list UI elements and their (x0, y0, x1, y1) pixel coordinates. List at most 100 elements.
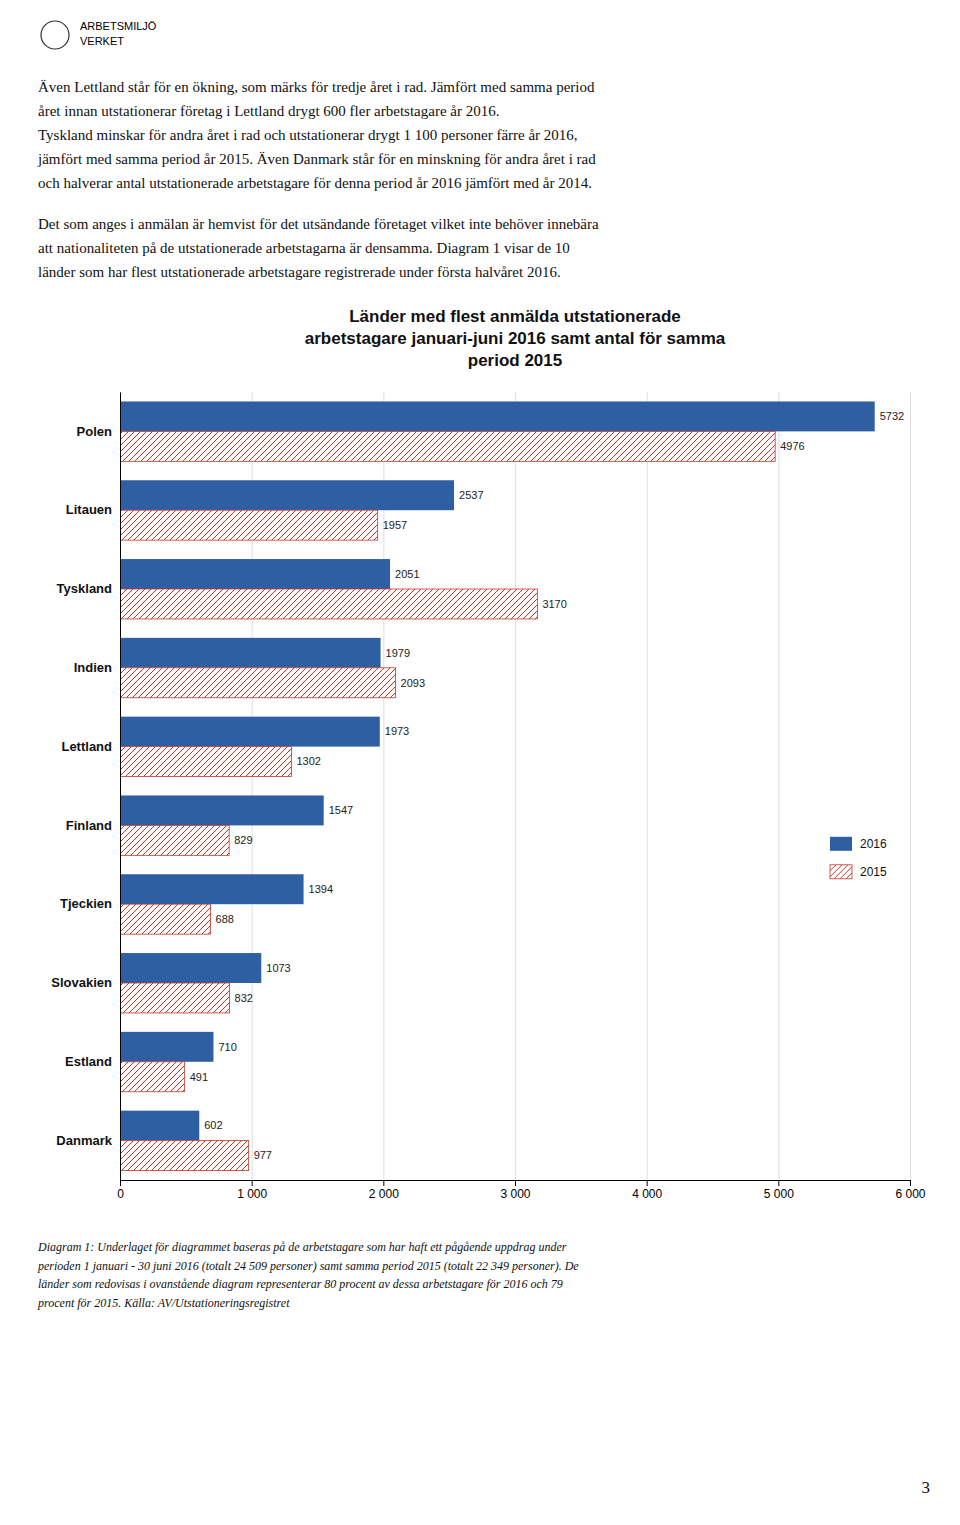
grid-line (515, 392, 516, 1180)
y-tick: Finland (66, 818, 112, 833)
logo-text: VERKET (80, 35, 124, 47)
y-tick: Tjeckien (60, 896, 112, 911)
plot: 5732253720511979197315471394107371060249… (51, 392, 926, 1201)
x-tick-mark (252, 1180, 253, 1186)
bar (120, 1062, 185, 1092)
y-tick: Slovakien (51, 975, 112, 990)
x-tick-label: 2 000 (369, 1187, 399, 1201)
data-labels: 5732253720511979197315471394107371060249… (190, 410, 905, 1161)
x-tick: 5 000 (764, 1180, 794, 1201)
legend-label: 2016 (860, 837, 887, 851)
bar (120, 983, 230, 1013)
x-tick-label: 4 000 (632, 1187, 662, 1201)
bar (120, 431, 775, 461)
chart-title: Länder med flest anmälda utstationeradea… (305, 307, 726, 370)
y-tick-label: Danmark (56, 1133, 112, 1148)
y-tick-label: Polen (77, 424, 112, 439)
x-axis-line (121, 1181, 911, 1187)
data-label: 491 (190, 1071, 208, 1083)
y-tick-label: Tyskland (57, 581, 112, 596)
bar (120, 1141, 249, 1171)
data-label: 2051 (395, 568, 419, 580)
x-tick-mark (647, 1180, 648, 1186)
y-tick-label: Finland (66, 818, 112, 833)
grid-tick (383, 392, 384, 1180)
bar (120, 717, 380, 747)
y-tick: Indien (74, 660, 112, 675)
y-tick-label: Litauen (66, 502, 112, 517)
bar (120, 825, 229, 855)
y-tick: Litauen (66, 502, 112, 517)
legend-swatch (830, 865, 852, 879)
bars (120, 401, 875, 1170)
y-tick: Danmark (56, 1133, 112, 1148)
x-tick-label: 3 000 (500, 1187, 530, 1201)
grid-tick (910, 392, 911, 1180)
bar (120, 747, 291, 777)
data-label: 688 (216, 913, 234, 925)
logo-text: ARBETSMILJÖ (80, 20, 156, 32)
x-tick: 2 000 (369, 1180, 399, 1201)
bar (120, 1032, 213, 1062)
bar-series (120, 431, 775, 1170)
x-axis: 0 1 000 2 000 3 000 4 000 5 000 6 000 (117, 1180, 926, 1201)
data-label: 1979 (386, 647, 410, 659)
y-tick-label: Estland (65, 1054, 112, 1069)
header-text: Även Lettland står för en ökning, som mä… (38, 75, 596, 195)
data-label: 829 (234, 834, 252, 846)
data-label: 1547 (329, 804, 353, 816)
x-tick-mark (383, 1180, 384, 1186)
y-tick: Polen (77, 424, 112, 439)
x-tick: 6 000 (895, 1180, 925, 1201)
data-label: 1957 (383, 519, 407, 531)
logo-mark (41, 21, 69, 49)
bar (120, 510, 378, 540)
data-label: 710 (218, 1041, 236, 1053)
data-label: 2093 (401, 677, 425, 689)
grid-line (647, 392, 648, 1180)
bar (120, 589, 537, 619)
y-tick: Tyskland (57, 581, 112, 596)
grid-tick (647, 392, 648, 1180)
x-tick-mark (515, 1180, 516, 1186)
grid-line (910, 392, 911, 1180)
x-tick-mark (120, 1180, 121, 1186)
legend-item: 2016 (830, 837, 887, 851)
x-tick: 3 000 (500, 1180, 530, 1201)
y-axis-line (120, 393, 121, 1181)
grid (121, 392, 911, 1180)
grid-tick (515, 392, 516, 1180)
x-tick-label: 6 000 (895, 1187, 925, 1201)
data-label: 1394 (309, 883, 333, 895)
grid-tick (778, 392, 779, 1180)
y-axis: Polen Litauen Tyskland Indien Lettland Finlan… (51, 393, 120, 1181)
bar (120, 795, 324, 825)
y-tick-label: Indien (74, 660, 112, 675)
bar (120, 904, 211, 934)
bar (120, 874, 304, 904)
grid-line (383, 392, 384, 1180)
chart: Länder med flest anmälda utstationeradea… (0, 300, 960, 1220)
caption-text: Diagram 1: Underlaget för diagrammet bas… (38, 1238, 579, 1312)
data-label: 3170 (542, 598, 566, 610)
x-tick: 4 000 (632, 1180, 662, 1201)
data-label: 977 (254, 1149, 272, 1161)
bar (120, 668, 396, 698)
data-label: 1302 (296, 755, 320, 767)
data-label: 4976 (780, 440, 804, 452)
grid-tick (120, 392, 121, 1180)
bar-series (120, 401, 875, 1140)
y-tick-label: Slovakien (51, 975, 112, 990)
bar (120, 638, 381, 668)
page-number: 3 (922, 1478, 931, 1498)
x-tick: 1 000 (237, 1180, 267, 1201)
y-tick-label: Tjeckien (60, 896, 112, 911)
grid-line (120, 392, 121, 1180)
bar (120, 953, 261, 983)
middle-text: Det som anges i anmälan är hemvist för d… (38, 212, 599, 284)
bar (120, 559, 390, 589)
data-label: 2537 (459, 489, 483, 501)
x-tick-label: 0 (117, 1187, 124, 1201)
bar (120, 401, 875, 431)
y-tick: Lettland (61, 739, 112, 754)
